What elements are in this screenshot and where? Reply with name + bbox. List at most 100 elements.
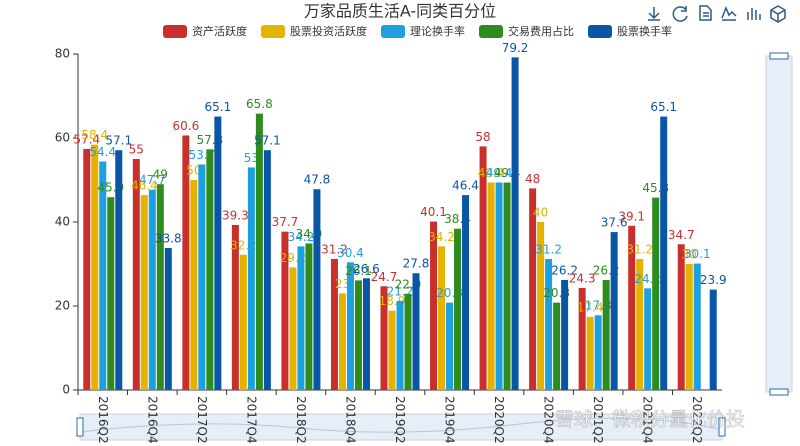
x-tick-label: 2017Q4 [244, 396, 258, 444]
bar-icon[interactable] [747, 8, 761, 20]
data-label: 58 [475, 130, 490, 144]
legend-swatch [381, 25, 405, 38]
data-label: 47.8 [304, 173, 331, 187]
bar [438, 246, 446, 390]
data-label: 27.8 [403, 257, 430, 271]
data-label: 57.1 [105, 134, 132, 148]
bar [190, 180, 198, 390]
slider-handle[interactable] [769, 388, 789, 396]
data-label: 30 [682, 248, 697, 262]
line-icon[interactable] [721, 6, 737, 21]
data-label: 49.4 [478, 166, 505, 180]
data-label: 24.7 [371, 270, 398, 284]
bar [198, 164, 206, 390]
save-icon[interactable] [648, 7, 660, 21]
x-zoom-slider[interactable] [76, 413, 726, 441]
x-tick-label: 2020Q4 [542, 396, 556, 444]
bar [247, 167, 255, 390]
data-label: 31.2 [535, 242, 562, 256]
bar [148, 189, 156, 390]
slider-shadow [79, 417, 723, 433]
restore-icon[interactable] [672, 6, 688, 22]
bar [156, 184, 164, 390]
x-tick-label: 2017Q2 [195, 396, 209, 444]
data-label: 17.4 [577, 300, 604, 314]
bar [313, 189, 321, 390]
data-label: 53 [244, 151, 259, 165]
bar [239, 254, 247, 390]
watermark: 雪球：微积分量化价投 [555, 409, 745, 431]
data-label: 40 [533, 206, 548, 220]
data-label: 40.1 [420, 205, 447, 219]
bar [396, 300, 404, 390]
bar [479, 146, 487, 390]
y-tick-label: 20 [55, 299, 70, 313]
data-label: 48 [525, 172, 540, 186]
bar [537, 222, 545, 390]
bar [346, 262, 354, 390]
y-tick-label: 80 [55, 47, 70, 61]
data-label: 46.4 [131, 179, 158, 193]
data-label: 65.1 [204, 100, 231, 114]
slider-handle[interactable] [769, 52, 789, 60]
data-label: 65.1 [650, 100, 677, 114]
bar [338, 293, 346, 390]
slider-handle[interactable] [718, 417, 726, 437]
data-label: 39.3 [222, 208, 249, 222]
bar [164, 248, 172, 390]
legend-swatch [261, 25, 285, 38]
legend-label: 资产活跃度 [192, 24, 247, 38]
bar [182, 135, 190, 390]
data-label: 30.4 [337, 246, 364, 260]
data-label: 47.7 [139, 173, 166, 187]
bar [330, 258, 338, 390]
legend-label: 股票投资活跃度 [290, 24, 367, 38]
chart-title: 万家品质生活A-同类百分位 [304, 2, 496, 21]
bar [132, 159, 140, 390]
data-view-icon[interactable] [699, 5, 712, 21]
y-zoom-slider[interactable] [765, 52, 793, 396]
data-label: 31.2 [626, 242, 653, 256]
bar [281, 231, 289, 390]
x-tick-label: 2019Q4 [443, 396, 457, 444]
legend-swatch [163, 25, 187, 38]
data-label: 37.6 [601, 216, 628, 230]
bar [545, 258, 553, 390]
x-tick-label: 2019Q2 [393, 396, 407, 444]
bar [594, 315, 602, 390]
data-label: 23 [335, 277, 350, 291]
bar [636, 258, 644, 390]
x-tick-label: 2016Q4 [145, 396, 159, 444]
bar [380, 286, 388, 390]
data-label: 49 [153, 168, 168, 182]
bar [503, 182, 511, 390]
bar [495, 182, 503, 390]
data-label: 37.7 [272, 215, 299, 229]
data-label: 79.2 [502, 41, 529, 55]
bar [263, 150, 271, 390]
data-label: 39.1 [618, 209, 645, 223]
legend-label: 理论换手率 [410, 24, 465, 38]
x-tick-label: 2021Q4 [641, 396, 655, 444]
legend-swatch [479, 25, 503, 38]
data-label: 24.3 [569, 271, 596, 285]
data-label: 46.4 [452, 179, 479, 193]
bar [115, 150, 123, 390]
data-label: 33.8 [155, 232, 182, 246]
bar [446, 302, 454, 390]
bar [412, 273, 420, 390]
slider-track[interactable] [765, 55, 793, 393]
bar [660, 116, 668, 390]
bar [693, 263, 701, 390]
toolbox[interactable] [648, 5, 786, 23]
data-label: 55 [129, 143, 144, 157]
stack-icon[interactable] [770, 5, 786, 23]
x-tick-label: 2021Q2 [591, 396, 605, 444]
data-label: 60.6 [172, 119, 199, 133]
bar [255, 113, 263, 390]
bar [206, 149, 214, 390]
data-label: 54.4 [89, 145, 116, 159]
slider-handle[interactable] [76, 417, 84, 437]
bar [511, 57, 519, 391]
